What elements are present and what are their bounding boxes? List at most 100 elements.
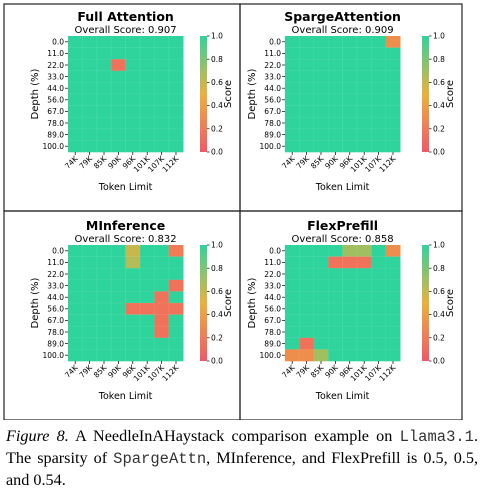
y-tick-label: 44.0 bbox=[47, 84, 64, 93]
heatmap-cell bbox=[385, 94, 401, 106]
y-tick-label: 56.0 bbox=[47, 96, 64, 105]
heatmap-cell bbox=[68, 82, 83, 95]
heatmap-cell bbox=[96, 59, 112, 72]
y-tick-label: 100.0 bbox=[260, 351, 282, 360]
heatmap-cell bbox=[140, 349, 155, 362]
x-tick-label: 85K bbox=[92, 362, 109, 379]
heatmap-cell bbox=[82, 59, 98, 72]
heatmap-cell bbox=[140, 82, 155, 95]
heatmap-cell bbox=[68, 245, 83, 257]
heatmap-cell bbox=[285, 70, 300, 83]
y-tick-label: 11.0 bbox=[264, 258, 281, 267]
y-tick-label: 22.0 bbox=[47, 61, 64, 70]
heatmap-cell bbox=[68, 314, 83, 327]
x-tick-label: 79K bbox=[294, 362, 311, 379]
heatmap-cell bbox=[168, 314, 184, 327]
heatmap-cell bbox=[82, 70, 98, 83]
colorbar-tick-label: 0.6 bbox=[211, 287, 223, 296]
heatmap-cell bbox=[111, 279, 126, 292]
panel-border bbox=[239, 210, 463, 420]
x-tick-label: 112K bbox=[377, 362, 398, 383]
colorbar-tick-label: 1.0 bbox=[211, 32, 223, 41]
y-tick-label: 0.0 bbox=[52, 38, 64, 47]
heatmap-cell bbox=[168, 326, 184, 339]
heatmap-cell bbox=[328, 140, 343, 153]
heatmap-cell bbox=[328, 349, 343, 362]
y-tick-label: 89.0 bbox=[264, 130, 281, 139]
heatmap-cell bbox=[299, 128, 315, 141]
heatmap-cell bbox=[313, 105, 329, 118]
colorbar bbox=[200, 36, 207, 152]
heatmap-cell bbox=[68, 70, 83, 83]
panel-title: MInference bbox=[86, 218, 165, 233]
x-tick-label: 85K bbox=[309, 362, 326, 379]
x-tick-label: 90K bbox=[323, 362, 340, 379]
heatmap-cell bbox=[96, 36, 112, 48]
heatmap-cell bbox=[371, 337, 387, 350]
heatmap-cell bbox=[357, 47, 372, 60]
heatmap-cell bbox=[125, 349, 141, 362]
heatmap-cell bbox=[313, 82, 329, 95]
heatmap-cell bbox=[68, 279, 83, 292]
heatmap-cell bbox=[68, 59, 83, 72]
heatmap-cell bbox=[385, 349, 401, 362]
caption-method: SpargeAttn bbox=[113, 450, 207, 468]
heatmap-cell bbox=[125, 128, 141, 141]
heatmap-cell bbox=[313, 36, 329, 48]
heatmap-cell bbox=[154, 349, 170, 362]
heatmap-cell bbox=[385, 59, 401, 72]
heatmap-cell bbox=[96, 94, 112, 106]
heatmap-cell bbox=[342, 59, 358, 72]
heatmap-cell bbox=[285, 256, 300, 269]
heatmap-cell bbox=[342, 70, 358, 83]
heatmap-cell bbox=[168, 245, 184, 257]
x-tick-label: 90K bbox=[106, 153, 123, 170]
y-tick-label: 89.0 bbox=[47, 130, 64, 139]
heatmap-cell bbox=[285, 117, 300, 130]
colorbar-tick-label: 0.0 bbox=[211, 148, 223, 157]
heatmap-cell bbox=[111, 314, 126, 327]
heatmap-cell bbox=[125, 82, 141, 95]
heatmap-cell bbox=[111, 291, 126, 304]
heatmap-cell bbox=[140, 245, 155, 257]
colorbar-tick-label: 0.4 bbox=[211, 310, 223, 319]
heatmap-cell bbox=[82, 82, 98, 95]
heatmap-cell bbox=[299, 47, 315, 60]
heatmap-cell bbox=[342, 314, 358, 327]
heatmap-cell bbox=[140, 256, 155, 269]
figure-caption: Figure 8. A NeedleInAHaystack comparison… bbox=[6, 426, 478, 491]
x-tick-label: 85K bbox=[309, 153, 326, 170]
y-tick-label: 11.0 bbox=[264, 49, 281, 58]
heatmap-cell bbox=[385, 128, 401, 141]
heatmap-cell bbox=[342, 291, 358, 304]
y-tick-label: 100.0 bbox=[43, 351, 65, 360]
heatmap-cell bbox=[371, 82, 387, 95]
heatmap-cell bbox=[385, 303, 401, 315]
y-axis-label: Depth (%) bbox=[247, 277, 258, 328]
y-tick-label: 22.0 bbox=[264, 270, 281, 279]
heatmap-cell bbox=[357, 349, 372, 362]
heatmap-cell bbox=[168, 94, 184, 106]
colorbar-tick-label: 0.2 bbox=[211, 333, 223, 342]
heatmap-cell bbox=[82, 256, 98, 269]
heatmap-cell bbox=[140, 36, 155, 48]
heatmap-cell bbox=[385, 36, 401, 48]
heatmap-cell bbox=[111, 36, 126, 48]
heatmap-cell bbox=[371, 268, 387, 281]
heatmap-cell bbox=[154, 279, 170, 292]
heatmap-cell bbox=[82, 140, 98, 153]
heatmap-cell bbox=[299, 117, 315, 130]
heatmap-cell bbox=[168, 140, 184, 153]
y-tick-label: 44.0 bbox=[264, 293, 281, 302]
heatmap-cell bbox=[111, 245, 126, 257]
x-tick-label: 79K bbox=[294, 153, 311, 170]
heatmap-cell bbox=[111, 70, 126, 83]
x-axis-label: Token Limit bbox=[98, 391, 153, 402]
heatmap-cell bbox=[371, 140, 387, 153]
colorbar-tick-label: 0.6 bbox=[433, 287, 445, 296]
heatmap-cell bbox=[313, 337, 329, 350]
heatmap-cell bbox=[313, 326, 329, 339]
colorbar-tick-label: 0.0 bbox=[433, 357, 445, 366]
heatmap-cell bbox=[385, 70, 401, 83]
